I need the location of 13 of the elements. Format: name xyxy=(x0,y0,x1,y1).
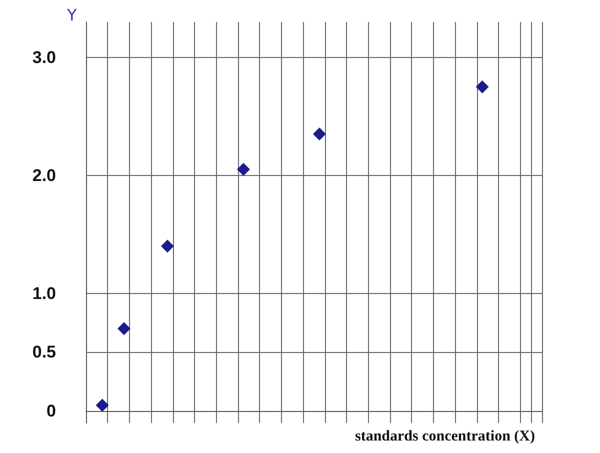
point xyxy=(476,80,489,94)
y-tick-label: 1.0 xyxy=(32,284,56,303)
point xyxy=(160,240,174,253)
y-axis-title: Y xyxy=(66,6,77,24)
y-tick-label: 0.5 xyxy=(32,342,56,362)
point xyxy=(236,162,250,176)
y-tick-label: 3.0 xyxy=(32,48,56,67)
y-tick-label: 2.0 xyxy=(32,166,56,185)
y-tick-label: 0 xyxy=(46,402,56,421)
point xyxy=(118,322,130,336)
point xyxy=(312,128,326,141)
x-axis-title: standards concentration (X) xyxy=(355,428,536,444)
point xyxy=(96,398,109,412)
